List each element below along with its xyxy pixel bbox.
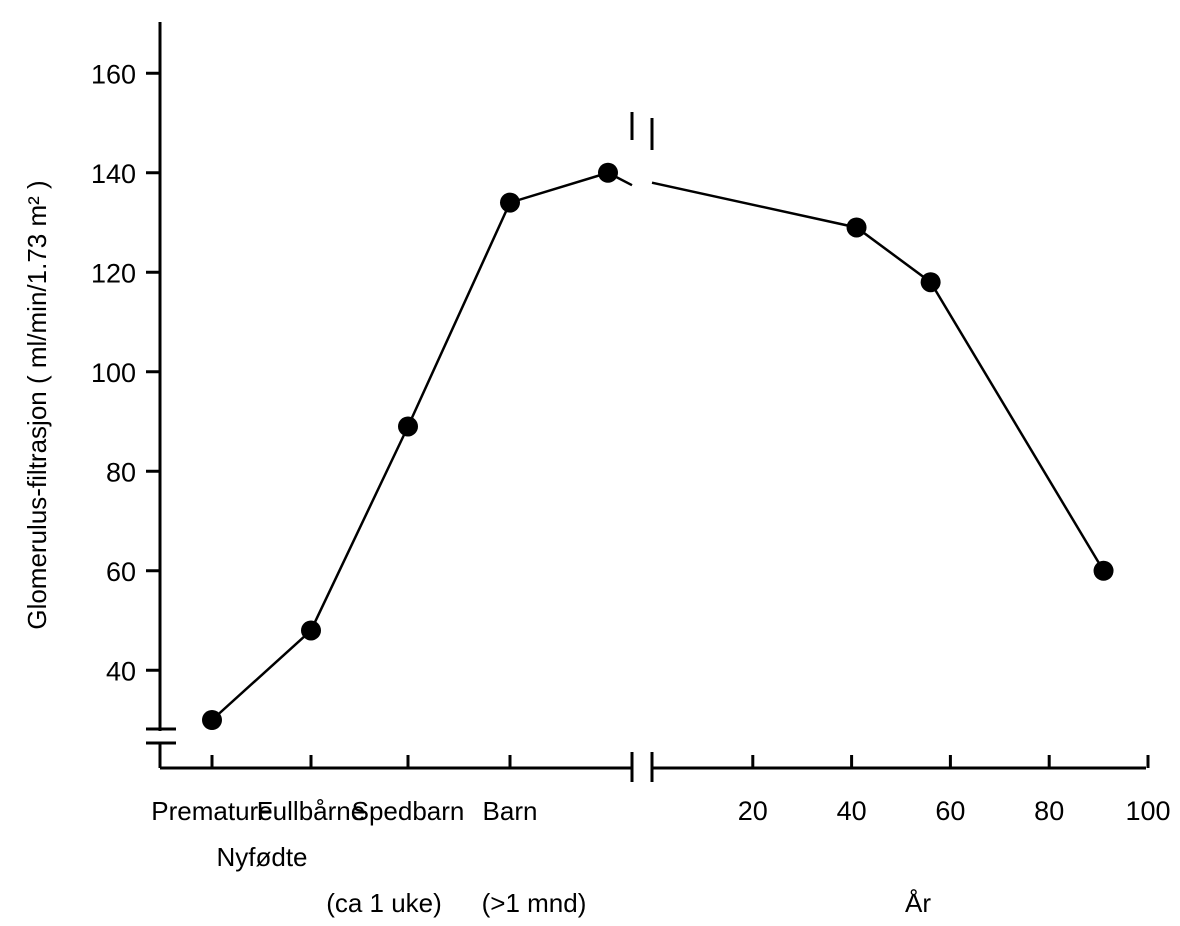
- y-tick-label: 140: [91, 159, 136, 189]
- x-category-label: Spedbarn: [352, 796, 465, 826]
- y-tick-label: 40: [106, 656, 136, 686]
- data-point: [846, 217, 867, 238]
- series-line-right: [651, 181, 1105, 572]
- y-tick-label: 80: [106, 457, 136, 487]
- series-line-left: [211, 171, 633, 721]
- y-tick-label: 100: [91, 358, 136, 388]
- x-numeric-tick-label: 80: [1034, 796, 1064, 826]
- y-tick-label: 60: [106, 557, 136, 587]
- data-point: [598, 162, 618, 183]
- data-point: [1093, 560, 1114, 581]
- data-point: [398, 416, 418, 437]
- x-category-label: Premature: [151, 796, 272, 826]
- labels-group: Glomerulus-filtrasjon ( ml/min/1.73 m² )…: [22, 180, 931, 918]
- group-label-fullbarne: (ca 1 uke): [326, 888, 442, 918]
- y-tick-label: 160: [91, 59, 136, 89]
- data-point: [301, 620, 321, 641]
- x-numeric-tick-label: 20: [738, 796, 768, 826]
- x-numeric-tick-label: 40: [837, 796, 867, 826]
- y-tick-label: 120: [91, 258, 136, 288]
- y-axis-label: Glomerulus-filtrasjon ( ml/min/1.73 m² ): [22, 180, 52, 629]
- x-category-sublabel: Nyfødte: [216, 842, 307, 872]
- series-group: [202, 112, 1114, 730]
- x-category-label: Barn: [483, 796, 538, 826]
- x-axis-label-years: År: [905, 888, 931, 918]
- axes: [146, 22, 1146, 782]
- y-axis-ticks: 40 60 80 100 120 140 160: [91, 59, 160, 686]
- x-numeric-tick-label: 60: [935, 796, 965, 826]
- x-numeric-tick-label: 100: [1125, 796, 1170, 826]
- data-point: [920, 272, 941, 293]
- data-point: [202, 710, 222, 730]
- group-label-spedbarn: (>1 mnd): [482, 888, 587, 918]
- x-category-label: Fullbårne: [257, 796, 365, 826]
- data-point: [500, 192, 520, 213]
